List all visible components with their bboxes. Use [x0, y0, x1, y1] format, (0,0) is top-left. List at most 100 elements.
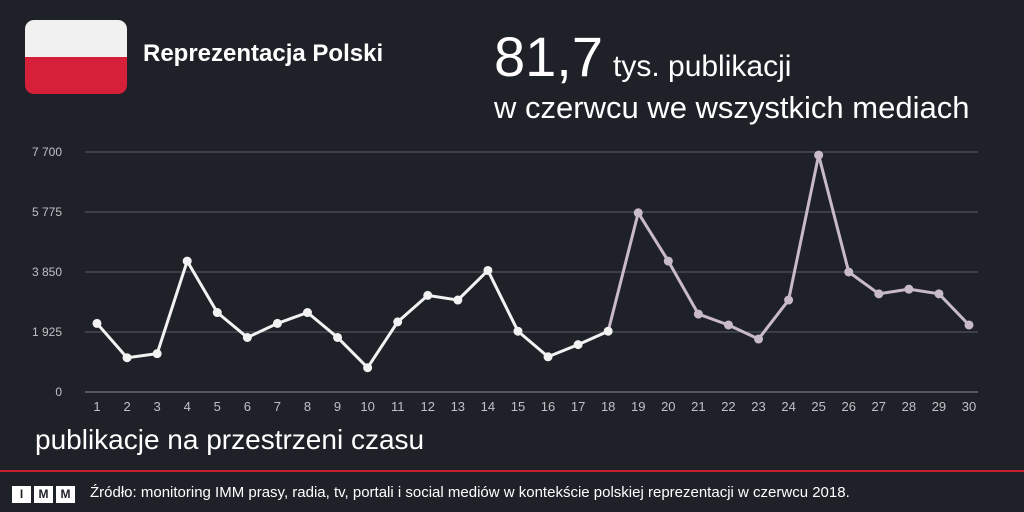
x-tick-label: 15: [511, 399, 525, 414]
line-segment: [546, 343, 580, 359]
data-point: [513, 326, 523, 336]
stat-headline: 81,7 tys. publikacji: [494, 24, 791, 89]
data-point: [934, 289, 944, 299]
data-point: [543, 352, 553, 362]
line-segment: [516, 329, 550, 359]
data-point: [483, 265, 493, 275]
x-tick-label: 13: [451, 399, 465, 414]
imm-logo: I M M: [12, 486, 75, 503]
x-tick-label: 14: [481, 399, 495, 414]
x-tick-label: 4: [184, 399, 191, 414]
x-tick-label: 20: [661, 399, 675, 414]
x-tick-label: 2: [123, 399, 130, 414]
line-segment: [666, 259, 700, 316]
x-tick-label: 23: [751, 399, 765, 414]
data-point: [363, 363, 373, 373]
line-segment: [305, 311, 340, 339]
line-segment: [877, 287, 911, 296]
footer: I M M Źródło: monitoring IMM prasy, radi…: [0, 472, 1024, 512]
x-tick-label: 29: [932, 399, 946, 414]
data-point: [814, 150, 824, 160]
line-segment: [757, 298, 791, 341]
line-segment: [155, 259, 189, 356]
data-point: [333, 332, 343, 342]
data-point: [723, 320, 733, 330]
line-segment: [125, 352, 159, 360]
x-tick-label: 28: [902, 399, 916, 414]
x-tick-label: 1: [93, 399, 100, 414]
data-point: [693, 309, 703, 319]
x-tick-label: 7: [274, 399, 281, 414]
stat-value: 81,7: [494, 25, 603, 88]
x-tick-label: 27: [872, 399, 886, 414]
data-point: [633, 208, 643, 218]
line-segment: [245, 321, 279, 339]
team-title: Reprezentacja Polski: [143, 40, 384, 67]
data-point: [212, 308, 222, 318]
line-segment: [185, 259, 219, 315]
line-segment: [907, 287, 941, 296]
y-tick-label: 5 775: [32, 205, 62, 219]
line-segment: [576, 329, 610, 347]
line-segment: [817, 153, 851, 274]
x-tick-label: 12: [421, 399, 435, 414]
data-point: [844, 267, 854, 277]
line-segment: [726, 323, 761, 341]
data-point: [573, 340, 583, 350]
line-segment: [636, 211, 670, 263]
source-note: Źródło: monitoring IMM prasy, radia, tv,…: [90, 484, 850, 501]
x-tick-label: 30: [962, 399, 976, 414]
data-point: [453, 295, 463, 305]
line-segment: [847, 270, 881, 296]
data-point: [603, 326, 613, 336]
x-tick-label: 26: [841, 399, 855, 414]
divider-line: [0, 470, 1024, 472]
data-point: [152, 349, 162, 359]
x-tick-label: 8: [304, 399, 311, 414]
data-point: [393, 317, 403, 327]
data-point: [122, 353, 132, 363]
stat-subtitle: w czerwcu we wszystkich mediach: [494, 90, 970, 125]
stat-unit: tys. publikacji: [613, 50, 792, 83]
x-tick-label: 10: [360, 399, 374, 414]
chart-caption: publikacje na przestrzeni czasu: [35, 424, 425, 455]
data-point: [874, 289, 884, 299]
data-point: [964, 320, 974, 330]
data-point: [754, 334, 764, 344]
x-tick-label: 9: [334, 399, 341, 414]
line-segment: [366, 320, 400, 370]
data-point: [904, 284, 914, 294]
line-segment: [606, 211, 640, 333]
x-tick-label: 16: [541, 399, 555, 414]
x-tick-label: 17: [571, 399, 585, 414]
line-segment: [456, 268, 490, 302]
x-tick-label: 25: [811, 399, 825, 414]
line-segment: [937, 292, 971, 327]
logo-letter: I: [12, 486, 31, 503]
data-point: [92, 318, 102, 328]
x-tick-label: 11: [391, 399, 405, 414]
data-point: [272, 318, 282, 328]
line-segment: [696, 312, 730, 327]
y-tick-label: 3 850: [32, 265, 62, 279]
x-tick-label: 5: [214, 399, 221, 414]
line-segment: [396, 293, 430, 324]
x-tick-label: 18: [601, 399, 615, 414]
y-tick-label: 0: [55, 385, 62, 399]
line-segment: [787, 153, 821, 302]
logo-letter: M: [56, 486, 75, 503]
x-tick-label: 19: [631, 399, 645, 414]
data-point: [302, 308, 312, 318]
x-tick-label: 6: [244, 399, 251, 414]
line-segment: [486, 268, 520, 333]
line-segment: [275, 311, 309, 325]
y-tick-label: 7 700: [32, 145, 62, 159]
x-tick-label: 21: [691, 399, 705, 414]
y-tick-label: 1 925: [32, 325, 62, 339]
x-tick-label: 22: [721, 399, 735, 414]
line-segment: [215, 311, 249, 339]
line-segment: [336, 335, 370, 370]
data-point: [784, 295, 794, 305]
x-tick-label: 24: [781, 399, 795, 414]
